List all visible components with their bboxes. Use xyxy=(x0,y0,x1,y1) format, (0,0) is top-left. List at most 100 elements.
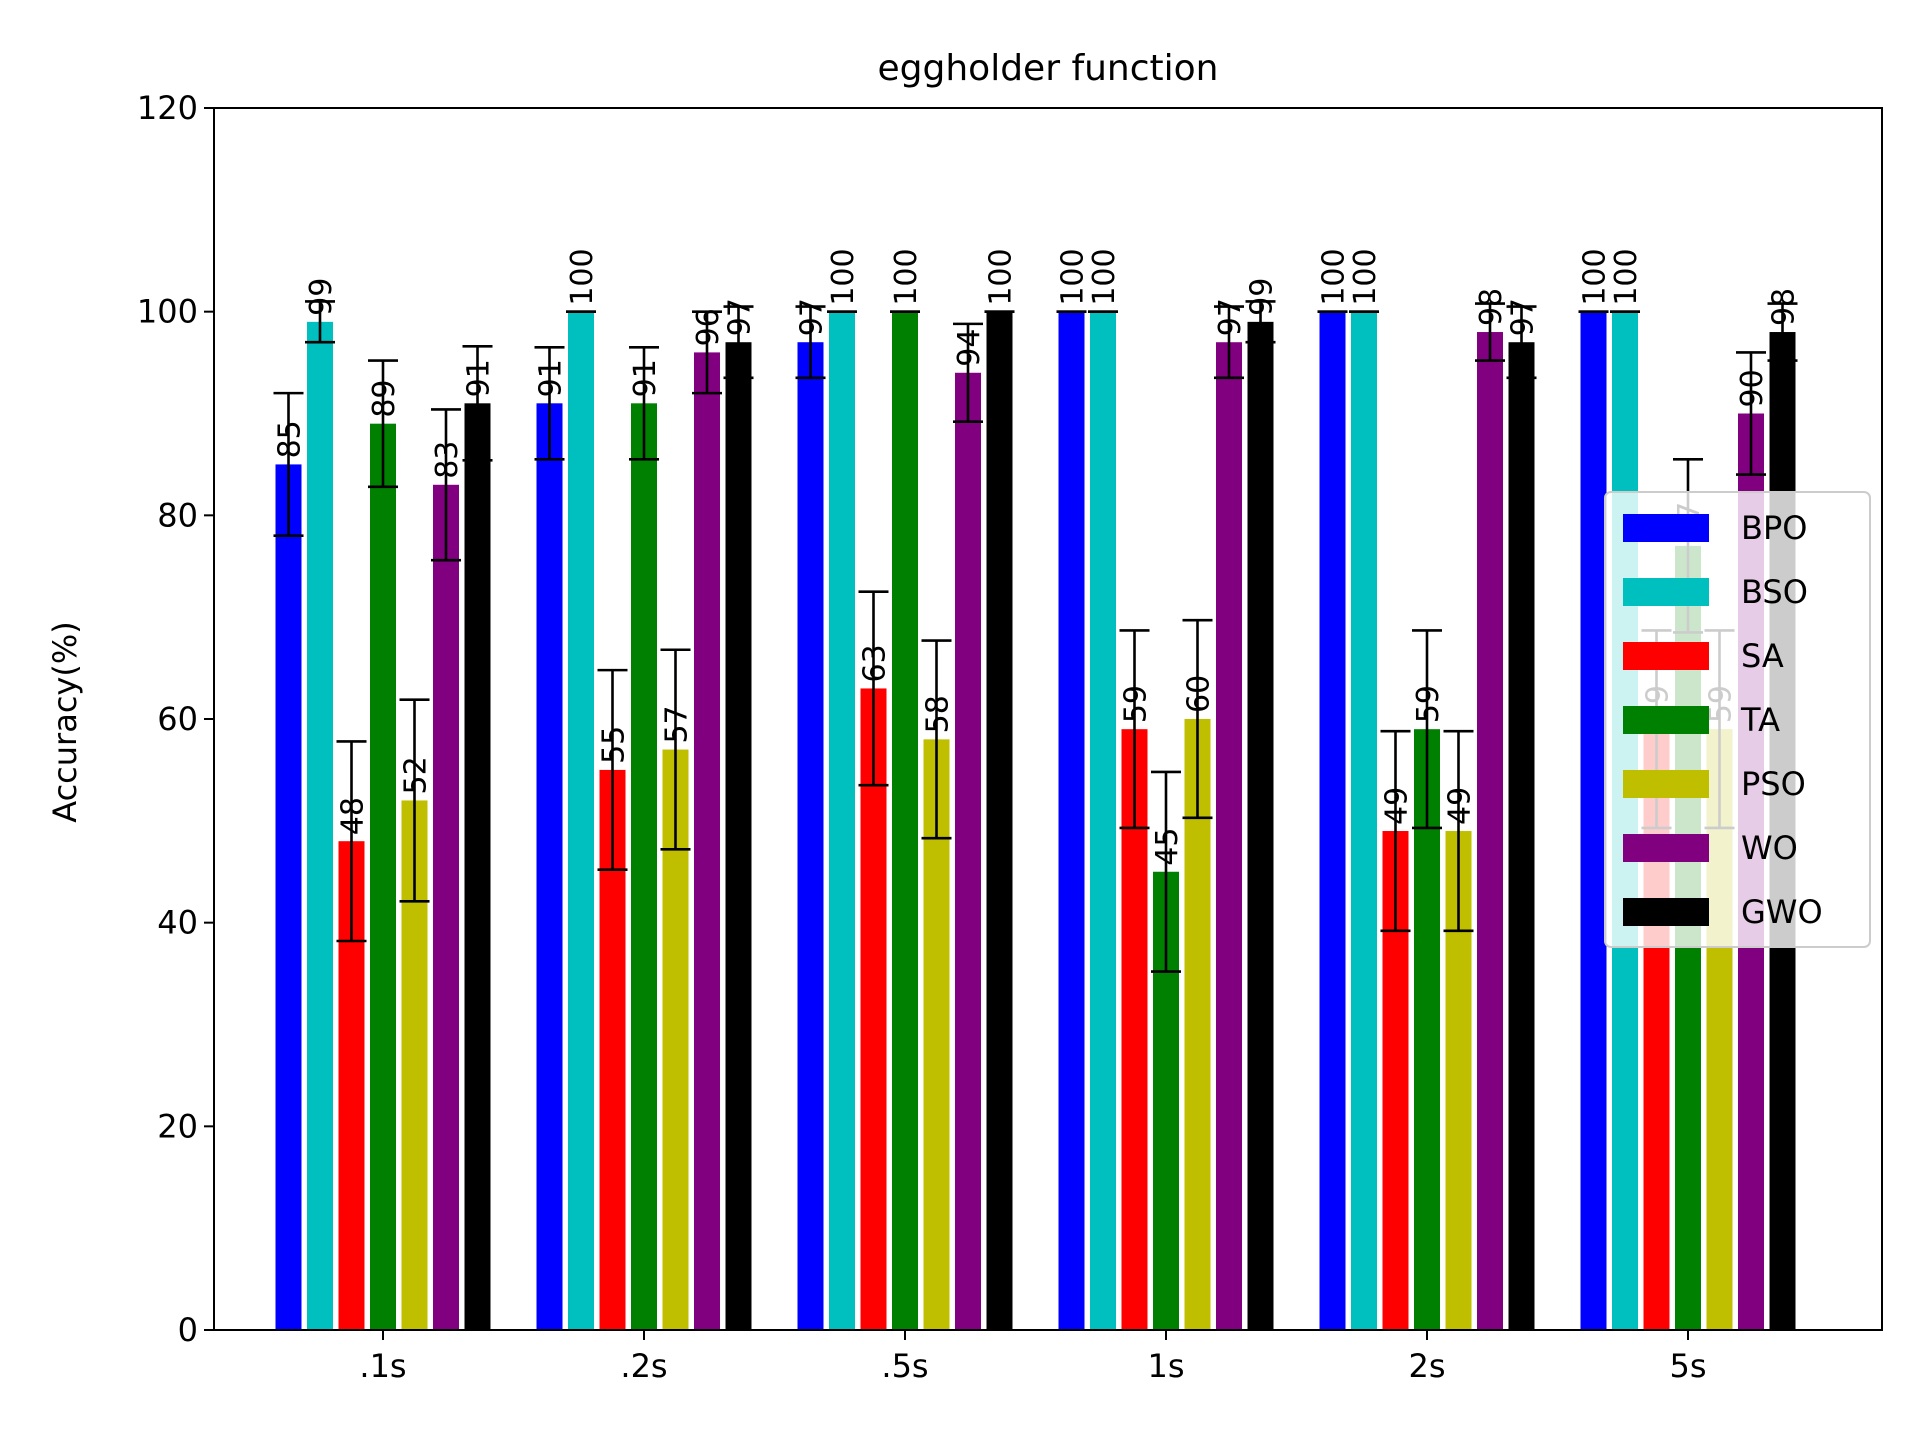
chart-title: eggholder function xyxy=(878,48,1219,89)
legend-entry-wo: WO xyxy=(1623,829,1798,867)
bar-gwo-5s xyxy=(986,311,1013,1331)
y-tick-label: 80 xyxy=(157,496,198,534)
bar-label-gwo-1s: 91 xyxy=(462,359,497,397)
bar-wo-5s xyxy=(955,372,981,1330)
legend-swatch xyxy=(1623,514,1709,542)
error-bars xyxy=(273,300,1798,973)
error-bar-pso-1s xyxy=(399,698,430,903)
bar-gwo-2s xyxy=(725,342,752,1330)
legend-label: BSO xyxy=(1741,573,1808,611)
error-bar-bpo-1s xyxy=(273,391,304,538)
bar-label-bso-5s: 100 xyxy=(826,248,861,305)
bar-label-pso-2s: 57 xyxy=(660,705,695,743)
bar-ta-2s xyxy=(631,403,657,1331)
bar-bso-1s xyxy=(1090,311,1116,1331)
bar-label-wo-1s: 97 xyxy=(1213,298,1248,336)
bar-gwo-2s xyxy=(1508,342,1535,1330)
bar-wo-1s xyxy=(433,484,459,1330)
bar-bso-5s xyxy=(829,311,855,1331)
error-bar-bpo-5s xyxy=(795,305,826,380)
legend-swatch xyxy=(1623,706,1709,734)
bar-wo-2s xyxy=(694,352,720,1330)
x-tick-label-2s: .2s xyxy=(620,1347,667,1385)
legend-swatch xyxy=(1623,642,1709,670)
error-bar-pso-5s xyxy=(921,639,952,840)
legend-entry-pso: PSO xyxy=(1623,765,1806,803)
bar-ta-5s xyxy=(892,311,918,1331)
bar-label-wo-2s: 96 xyxy=(691,308,726,346)
y-tick-label: 60 xyxy=(157,700,198,738)
bars xyxy=(275,311,1796,1331)
bar-label-sa-1s: 48 xyxy=(336,797,371,835)
x-tick-label-1s: 1s xyxy=(1147,1347,1184,1385)
error-bar-gwo-2s xyxy=(1506,305,1537,380)
bar-bpo-1s xyxy=(1058,311,1085,1331)
y-tick-label: 120 xyxy=(137,89,198,127)
y-tick-label: 100 xyxy=(137,293,198,331)
legend-swatch xyxy=(1623,898,1709,926)
legend-entry-bso: BSO xyxy=(1623,573,1808,611)
error-bar-pso-2s xyxy=(1443,729,1474,933)
bar-label-wo-2s: 98 xyxy=(1474,288,1509,326)
y-tick-label: 40 xyxy=(157,904,198,942)
bar-label-bpo-2s: 100 xyxy=(1317,248,1352,305)
bar-label-ta-2s: 59 xyxy=(1411,685,1446,723)
bar-label-pso-5s: 58 xyxy=(921,695,956,733)
error-bar-gwo-1s xyxy=(1245,300,1276,344)
error-bar-sa-5s xyxy=(858,590,889,787)
bar-label-ta-2s: 91 xyxy=(628,359,663,397)
bar-bpo-5s xyxy=(797,342,824,1330)
error-bar-wo-2s xyxy=(1475,302,1505,362)
error-bar-ta-2s xyxy=(1412,629,1442,830)
legend-swatch xyxy=(1623,578,1709,606)
bar-label-gwo-2s: 97 xyxy=(723,298,758,336)
error-bar-bso-1s xyxy=(305,300,335,344)
error-bar-wo-1s xyxy=(431,408,461,562)
bar-label-bpo-1s: 100 xyxy=(1056,248,1091,305)
bar-sa-5s xyxy=(860,688,887,1330)
legend-label: BPO xyxy=(1741,509,1807,547)
bar-label-pso-2s: 49 xyxy=(1443,787,1478,825)
legend-swatch xyxy=(1623,770,1709,798)
legend-label: TA xyxy=(1740,701,1780,739)
bar-label-gwo-5s: 100 xyxy=(984,248,1019,305)
x-tick-label-2s: 2s xyxy=(1408,1347,1445,1385)
bar-label-sa-2s: 49 xyxy=(1380,787,1415,825)
error-bar-wo-2s xyxy=(692,310,722,395)
bar-label-gwo-5s: 98 xyxy=(1767,288,1802,326)
bar-bpo-5s xyxy=(1580,311,1607,1331)
error-bar-ta-2s xyxy=(629,346,659,461)
error-bar-sa-2s xyxy=(597,668,628,872)
bar-bso-1s xyxy=(307,321,333,1331)
error-bar-wo-1s xyxy=(1214,305,1244,380)
bar-bpo-2s xyxy=(536,403,563,1331)
bar-pso-1s xyxy=(1184,719,1211,1330)
bar-label-ta-1s: 45 xyxy=(1150,828,1185,866)
legend-swatch xyxy=(1623,834,1709,862)
error-bar-ta-1s xyxy=(368,359,398,489)
bar-label-pso-1s: 52 xyxy=(399,756,434,794)
legend-label: WO xyxy=(1741,829,1798,867)
bar-label-bso-5s: 100 xyxy=(1609,248,1644,305)
error-bar-gwo-2s xyxy=(723,305,754,380)
error-bar-sa-2s xyxy=(1380,729,1411,933)
bar-label-ta-1s: 89 xyxy=(367,379,402,417)
bar-label-gwo-2s: 97 xyxy=(1506,298,1541,336)
bar-label-bso-2s: 100 xyxy=(565,248,600,305)
bar-ta-2s xyxy=(1414,729,1440,1330)
bar-gwo-1s xyxy=(1247,321,1274,1331)
bar-label-ta-5s: 100 xyxy=(889,248,924,305)
legend: BPO BSO SA TA PSO WO GWO xyxy=(1604,491,1871,948)
bar-wo-2s xyxy=(1477,332,1503,1330)
error-bar-ta-1s xyxy=(1151,770,1181,973)
bar-label-bso-1s: 100 xyxy=(1087,248,1122,305)
error-bar-pso-2s xyxy=(660,648,691,851)
legend-entry-ta: TA xyxy=(1623,701,1780,739)
legend-label: GWO xyxy=(1741,893,1823,931)
error-bar-gwo-1s xyxy=(462,344,493,462)
error-bar-pso-1s xyxy=(1182,618,1213,820)
bar-label-sa-1s: 59 xyxy=(1119,685,1154,723)
error-bar-bpo-2s xyxy=(534,346,565,461)
